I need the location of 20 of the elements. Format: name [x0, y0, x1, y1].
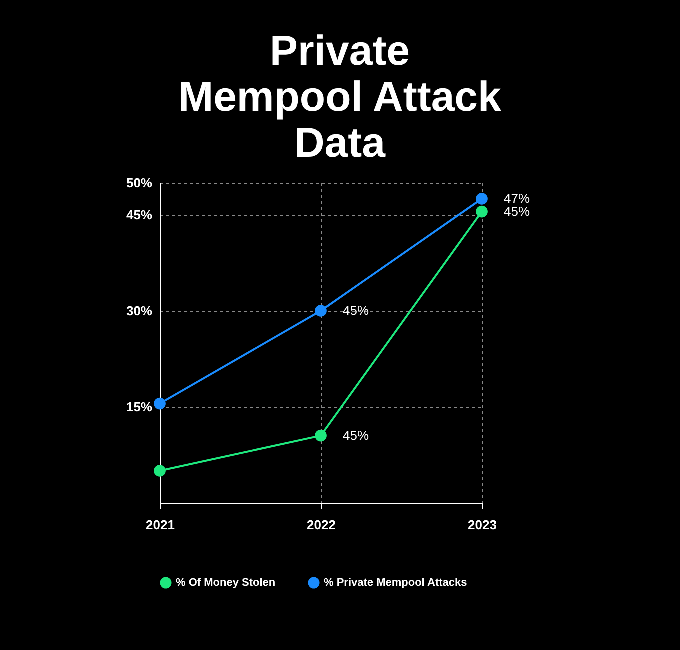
x-tick-label: 2023	[468, 518, 497, 532]
y-tick-label: 30%	[126, 304, 153, 318]
y-tick-label: 50%	[126, 176, 153, 190]
annotation: 45%	[343, 428, 370, 443]
point	[154, 398, 166, 410]
annotation: 47%	[504, 191, 530, 206]
point	[315, 305, 327, 317]
legend-label: % Private Mempool Attacks	[324, 577, 468, 589]
annotation: 45%	[343, 303, 370, 318]
y-tick-label: 15%	[126, 400, 153, 414]
point	[154, 465, 166, 477]
x-tick-label: 2021	[146, 518, 175, 532]
x-tick-label: 2022	[307, 518, 336, 532]
legend-label: % Of Money Stolen	[176, 577, 276, 589]
point	[476, 193, 488, 205]
y-tick-label: 45%	[126, 208, 153, 222]
point	[476, 206, 488, 218]
annotation: 45%	[504, 204, 530, 219]
chart-title: Private Mempool Attack Data	[178, 26, 502, 166]
point	[315, 430, 327, 442]
